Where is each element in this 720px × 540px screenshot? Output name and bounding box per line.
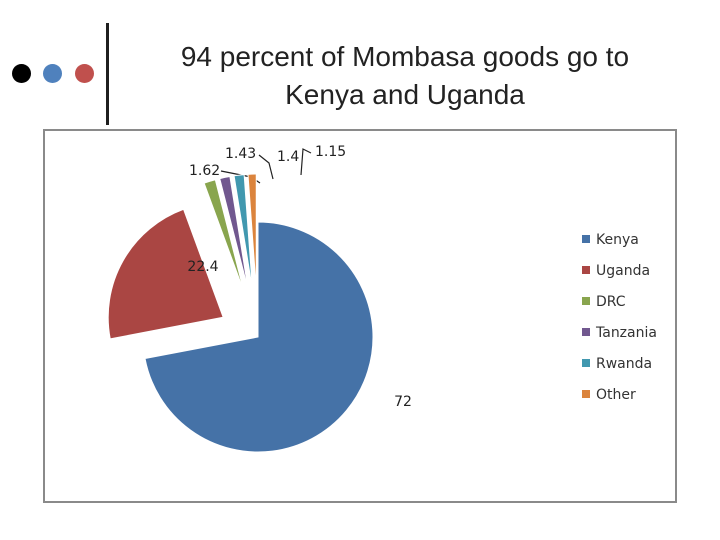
- pie-slice-kenya: [144, 221, 374, 453]
- black-dot: [12, 64, 31, 83]
- pie-slice-rwanda: [233, 174, 253, 290]
- pie-slice-tanzania: [219, 175, 249, 291]
- chart-frame: 72 22.4 1.62 1.43 1.4 1.15 Kenya Uganda DRC Tanza…: [43, 129, 677, 503]
- legend-swatch-kenya: [582, 235, 590, 243]
- legend-swatch-other: [582, 390, 590, 398]
- red-dot: [75, 64, 94, 83]
- legend-label-kenya: Kenya: [596, 232, 639, 248]
- data-label-drc: 1.62: [189, 163, 220, 179]
- legend-swatch-uganda: [582, 266, 590, 274]
- legend-label-other: Other: [596, 387, 636, 403]
- leader-line-other: [300, 148, 312, 176]
- legend-label-drc: DRC: [596, 294, 626, 310]
- slide-title: 94 percent of Mombasa goods go to Kenya …: [120, 38, 690, 114]
- data-label-kenya: 72: [394, 394, 412, 410]
- title-line-1: 94 percent of Mombasa goods go to: [180, 41, 630, 72]
- title-line-2: Kenya and Uganda: [285, 79, 525, 110]
- title-divider: [106, 23, 109, 125]
- data-label-uganda: 22.4: [187, 259, 218, 275]
- pie-slice-uganda: [107, 208, 224, 340]
- legend-swatch-drc: [582, 297, 590, 305]
- pie-slice-drc: [203, 179, 245, 292]
- legend-swatch-tanzania: [582, 328, 590, 336]
- blue-dot: [43, 64, 62, 83]
- pie-slice-other: [247, 173, 257, 290]
- data-label-other: 1.15: [315, 144, 346, 160]
- legend-swatch-rwanda: [582, 359, 590, 367]
- legend-label-uganda: Uganda: [596, 263, 650, 279]
- legend-label-rwanda: Rwanda: [596, 356, 652, 372]
- data-label-tanzania: 1.43: [225, 146, 256, 162]
- leader-line-tanzania: [258, 154, 274, 180]
- data-label-rwanda: 1.4: [277, 149, 299, 165]
- pie-chart: 72 22.4 1.62 1.43 1.4 1.15 Kenya Uganda DRC Tanza…: [107, 144, 657, 453]
- decorative-dots: [12, 64, 102, 84]
- legend-label-tanzania: Tanzania: [595, 325, 657, 341]
